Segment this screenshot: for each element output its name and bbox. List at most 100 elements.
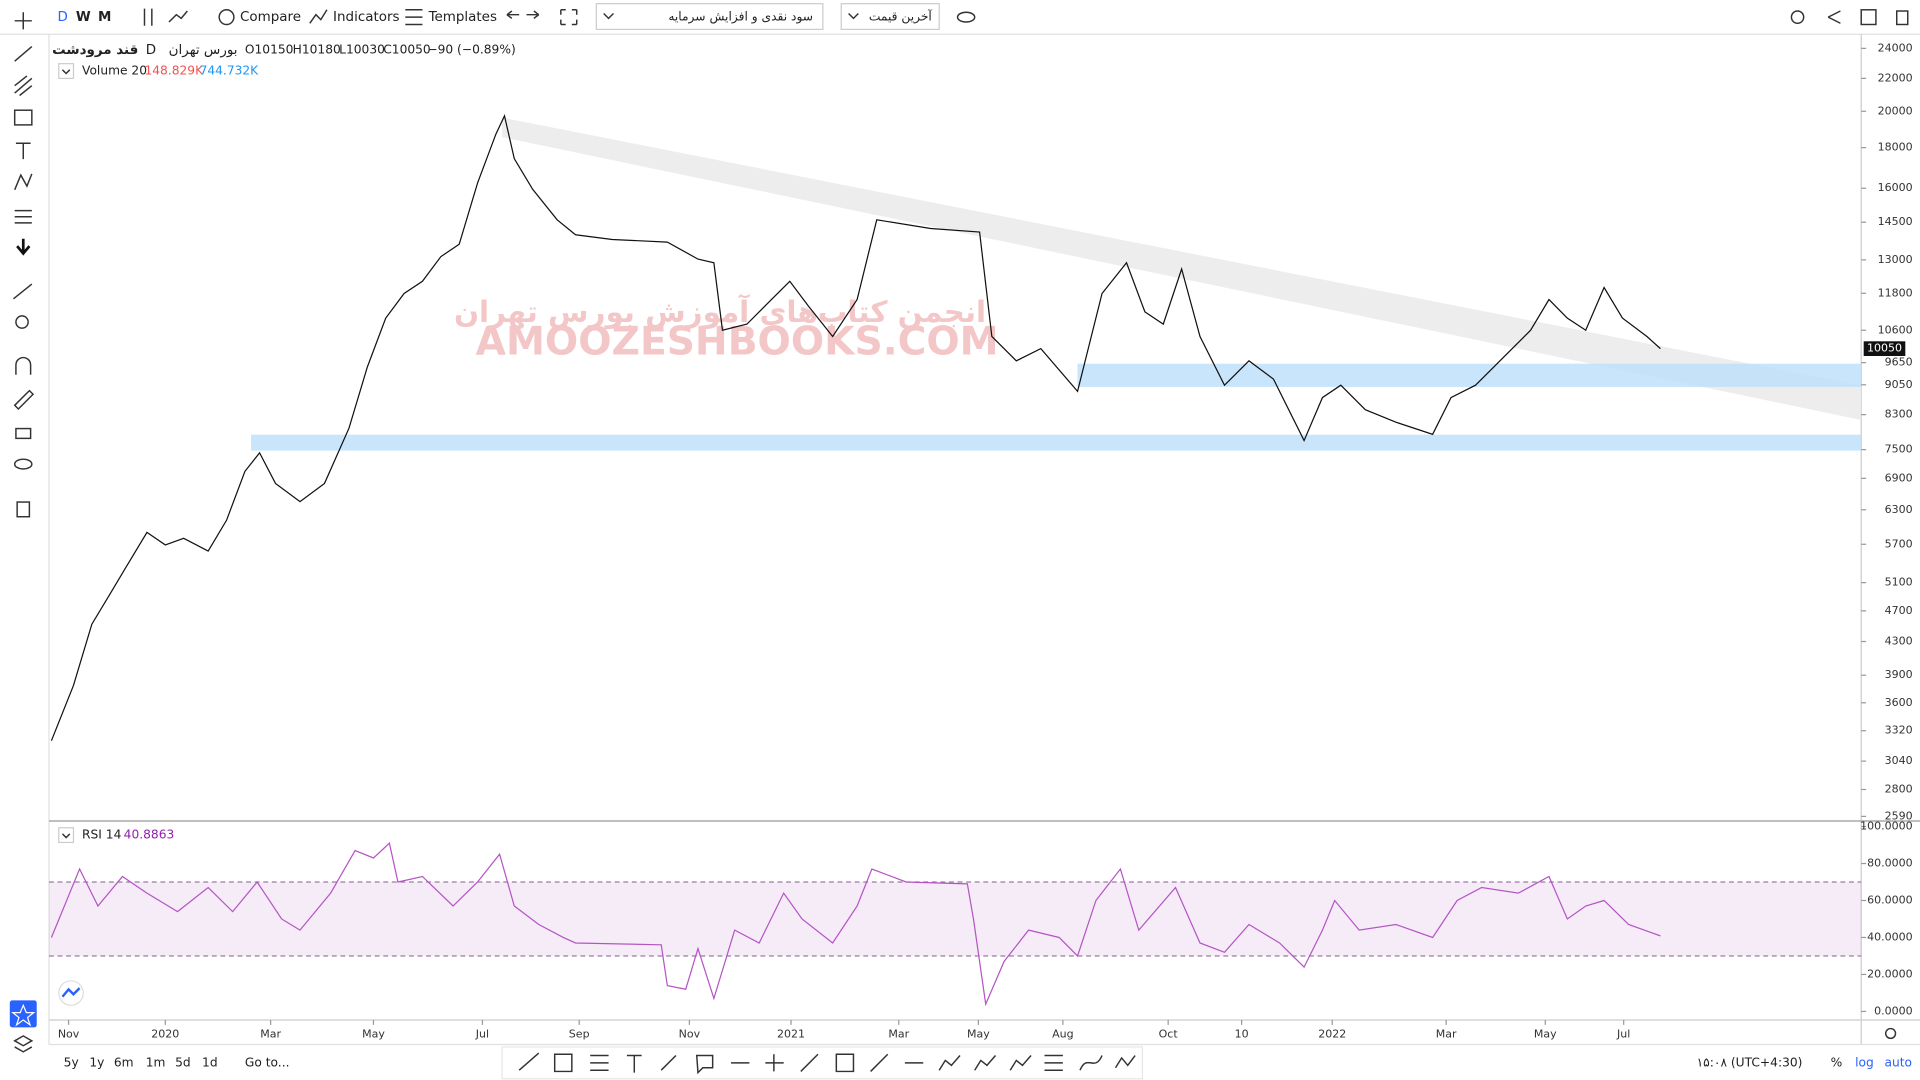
range-button[interactable]: 5d [175, 1055, 191, 1069]
x-tick-label: 10 [1235, 1028, 1249, 1041]
settings-button[interactable] [1790, 10, 1805, 24]
favorites-button[interactable] [9, 1000, 37, 1028]
y-tick-label: 13000 [1878, 253, 1913, 266]
ruler-tool[interactable] [13, 283, 33, 300]
delete-tool[interactable] [16, 501, 31, 518]
y-tick-label: 6900 [1885, 471, 1913, 484]
left-toolbar [9, 12, 37, 1053]
indicators-button[interactable]: Indicators [333, 10, 399, 25]
chevron [61, 69, 71, 75]
x-tick-label: 2021 [777, 1028, 805, 1041]
range-button[interactable]: 6m [114, 1055, 134, 1069]
price-line [50, 113, 1661, 741]
fullscreen-button[interactable] [560, 9, 578, 26]
y-tick-label: 24000 [1878, 41, 1913, 54]
undo-button[interactable] [506, 10, 520, 19]
range-button[interactable]: 1m [146, 1055, 166, 1069]
y-tick-label: 40.0000 [1867, 930, 1913, 943]
clock: ۱۵:۰۸ (UTC+4:30) [1697, 1055, 1803, 1069]
percent-button[interactable]: % [1831, 1055, 1843, 1069]
range-button[interactable]: 5y [64, 1055, 79, 1069]
goto-button[interactable]: Go to... [245, 1055, 290, 1069]
trend-line-tool[interactable] [14, 45, 33, 62]
drawing-tools[interactable] [518, 1052, 1136, 1075]
prediction-tool[interactable] [14, 209, 32, 224]
y-tick-label: 0.0000 [1874, 1004, 1913, 1017]
x-tick-label: May [1534, 1028, 1557, 1041]
dropdown-label: سود نقدی و افزایش سرمایه [668, 10, 813, 25]
lock-tool[interactable] [15, 427, 32, 440]
candles-button[interactable] [143, 8, 153, 26]
y-tick-label: 100.0000 [1860, 820, 1913, 833]
ohlc-value: C10050 [383, 43, 430, 57]
rsi-band [48, 882, 1862, 956]
collapse-button[interactable] [58, 63, 75, 79]
interval-button[interactable]: W [76, 10, 91, 25]
ohlc-change: −90 (−0.89%) [427, 43, 515, 57]
bottom-bar: 5y 1y 6m 1m 5d 1d Go to... ۱۵:۰۸ (UTC+4:… [64, 1027, 1912, 1080]
dropdown[interactable] [840, 3, 940, 30]
shape-tool[interactable] [13, 109, 33, 126]
ohlc-value: L10030 [339, 43, 385, 57]
layers-button[interactable] [13, 1035, 34, 1053]
y-tick-label: 3600 [1885, 696, 1913, 709]
x-tick-label: Mar [1436, 1028, 1457, 1041]
y-tick-label: 7500 [1885, 443, 1913, 456]
y-tick-label: 9650 [1885, 356, 1913, 369]
trash-button[interactable] [1896, 10, 1909, 26]
log-button[interactable]: log [1855, 1055, 1874, 1069]
crosshair-tool[interactable] [14, 12, 32, 30]
ohlc-value: H10180 [293, 43, 341, 57]
support-zone [1077, 363, 1862, 387]
last-price-box [1863, 341, 1906, 356]
y-tick-label: 22000 [1878, 71, 1913, 84]
y-tick-label: 3900 [1885, 668, 1913, 681]
pattern-tool[interactable] [14, 173, 33, 191]
templates-button[interactable]: Templates [428, 10, 497, 25]
hide-tool[interactable] [13, 458, 33, 470]
fib-tool[interactable] [14, 75, 33, 97]
visibility-button[interactable] [956, 11, 976, 23]
redo-button[interactable] [526, 10, 540, 19]
x-tick-label: 2020 [151, 1028, 179, 1041]
x-tick-label: Aug [1052, 1028, 1074, 1041]
magnet-tool[interactable] [15, 356, 32, 375]
interval-button[interactable]: M [98, 10, 111, 25]
indicator-value: 744.732K [200, 64, 260, 78]
indicator-value: 148.829K [144, 64, 204, 78]
chart-type-button[interactable] [168, 10, 188, 23]
chevron [61, 833, 71, 839]
snapshot-button[interactable] [1860, 9, 1877, 26]
x-tick-label: Nov [679, 1028, 701, 1041]
dropdown-label: آخرین قیمت [869, 9, 933, 25]
compare-button[interactable]: Compare [240, 10, 301, 25]
share-button[interactable] [1827, 10, 1841, 24]
y-tick-label: 6300 [1885, 503, 1913, 516]
draw-mode-tool[interactable] [13, 389, 35, 411]
symbol-exchange: بورس تهران [169, 43, 238, 58]
indicator-title: Volume 20 [82, 64, 147, 78]
symbol-interval: D [146, 43, 156, 58]
arrow-tool[interactable] [16, 238, 31, 256]
logo [61, 987, 81, 998]
y-tick-label: 20.0000 [1867, 967, 1913, 980]
y-tick-label: 4300 [1885, 635, 1913, 648]
text-tool[interactable] [15, 142, 31, 160]
y-tick-label: 16000 [1878, 181, 1913, 194]
y-tick-label: 60.0000 [1867, 893, 1913, 906]
axis-settings-button[interactable] [1884, 1027, 1897, 1040]
y-tick-label: 18000 [1878, 141, 1913, 154]
y-tick-label: 5700 [1885, 537, 1913, 550]
x-tick-label: Sep [569, 1028, 590, 1041]
collapse-button[interactable] [58, 827, 75, 844]
auto-button[interactable]: auto [1884, 1055, 1912, 1069]
x-tick-label: Nov [58, 1028, 80, 1041]
range-button[interactable]: 1y [89, 1055, 104, 1069]
drawing-toolbar [501, 1046, 1144, 1080]
dropdown[interactable] [595, 3, 824, 30]
interval-button[interactable]: D [58, 10, 68, 25]
range-button[interactable]: 1d [202, 1055, 218, 1069]
y-tick-label: 11800 [1878, 286, 1913, 299]
zoom-tool[interactable] [15, 315, 29, 329]
